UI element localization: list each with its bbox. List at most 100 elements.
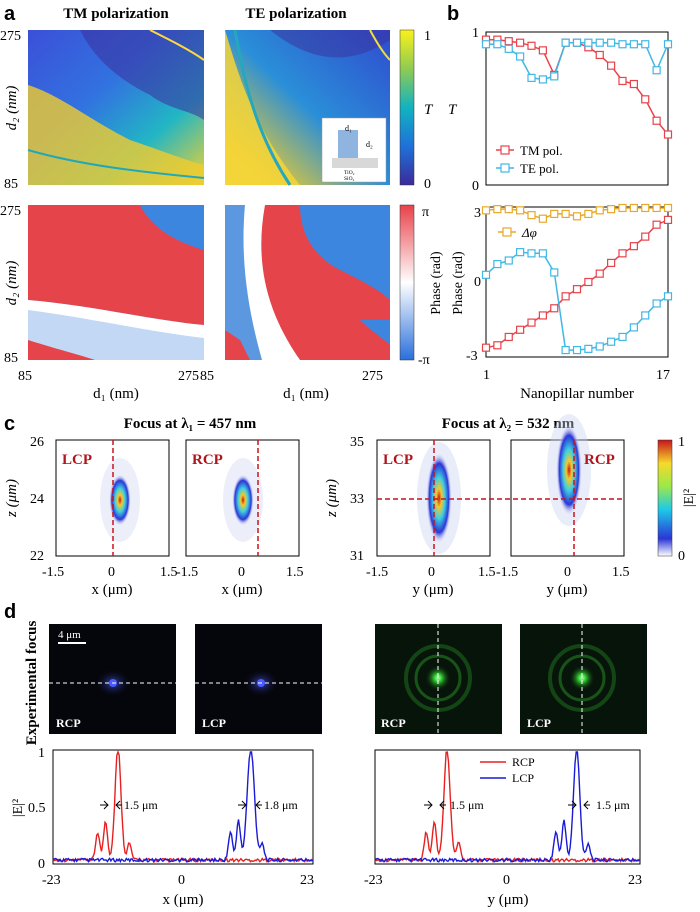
c-ytick-26: 26 xyxy=(30,435,44,450)
c2-xtick-b: 0 xyxy=(238,565,245,580)
point--3 xyxy=(504,205,513,214)
c-ylabel-right: z (μm) xyxy=(324,479,340,518)
b-bottom-ylabel: Phase (rad) xyxy=(451,251,466,315)
series-line-tmpol xyxy=(485,219,669,349)
inset-d2: d₂ xyxy=(366,140,373,149)
c-map3-label: LCP xyxy=(383,452,413,468)
point-tepol-3 xyxy=(504,44,513,53)
point-tmpol-14 xyxy=(629,79,638,89)
d-left-xtick-c: 23 xyxy=(300,873,314,888)
point-tepol-1 xyxy=(481,270,491,279)
te-phase-map xyxy=(225,205,390,360)
rcp-profile-line xyxy=(374,751,641,864)
point--14 xyxy=(629,203,638,213)
legend-dphi: Δφ xyxy=(521,225,537,240)
point--13 xyxy=(618,203,627,213)
point-tepol-8 xyxy=(561,345,570,355)
d-fwhm-right-2-text: 1.5 μm xyxy=(596,798,630,812)
d-left-xtick-a: -23 xyxy=(42,873,61,888)
d-image-lcp-green: LCP xyxy=(520,624,647,734)
a-ytick-bottom-275: 275 xyxy=(0,204,21,219)
d-left-xtick-b: 0 xyxy=(178,873,185,888)
transmission-colorbar xyxy=(399,29,415,186)
point-tepol-6 xyxy=(538,249,547,258)
point-tepol-10 xyxy=(584,38,593,47)
point-tmpol-8 xyxy=(561,292,570,301)
c-map-rcp-532: RCP xyxy=(510,414,625,557)
c-cbar-tick-0: 0 xyxy=(678,549,685,564)
point-tmpol-12 xyxy=(607,61,616,70)
point-tepol-12 xyxy=(607,337,616,346)
d-right-xlabel: y (μm) xyxy=(488,892,529,908)
d-side-label: Experimental focus xyxy=(24,621,40,746)
a-ytick-top-275: 275 xyxy=(0,29,21,44)
point-tepol-5 xyxy=(527,249,536,258)
panel-d-label: d xyxy=(4,601,16,623)
c-map2-label: RCP xyxy=(192,452,223,468)
a-xtick-left-85: 85 xyxy=(18,369,32,384)
b-xtick-1: 1 xyxy=(483,368,490,383)
c3-xtick-c: 1.5 xyxy=(478,565,496,580)
c-ytick-35: 35 xyxy=(350,435,364,450)
a-ytick-bottom-85: 85 xyxy=(4,351,18,366)
phase-colorbar xyxy=(399,204,415,361)
d-profile-left xyxy=(52,749,314,864)
c3-xtick-b: 0 xyxy=(428,565,435,580)
a-xtick-left-275: 275 xyxy=(178,369,199,384)
d-image-rcp-blue: 4 μm RCP xyxy=(49,624,176,734)
d-img3-label: RCP xyxy=(381,716,406,730)
point--2 xyxy=(493,205,502,214)
point--16 xyxy=(652,203,661,213)
a-xlabel-right: d₁ (nm) xyxy=(283,386,329,402)
point--11 xyxy=(595,206,604,215)
point--15 xyxy=(641,203,650,213)
tm-phase-map xyxy=(28,205,204,360)
point-tmpol-17 xyxy=(663,215,673,224)
point-tmpol-16 xyxy=(652,220,661,229)
point--1 xyxy=(481,206,491,215)
b-transmission-plot xyxy=(481,35,673,139)
c-cbar-tick-1: 1 xyxy=(678,435,685,450)
c-ytick-24: 24 xyxy=(30,492,44,507)
point--5 xyxy=(527,211,536,220)
c2-xlabel: x (μm) xyxy=(222,582,263,598)
c-ytick-31: 31 xyxy=(350,549,364,564)
panel-a-label: a xyxy=(4,3,16,25)
c-ylabel-left: z (μm) xyxy=(4,479,20,518)
point-tmpol-11 xyxy=(595,50,604,60)
inset-d1: d₁ xyxy=(345,124,352,133)
point-tmpol-15 xyxy=(641,232,650,241)
d-fwhm-right-1: 1.5 μm xyxy=(424,798,484,812)
d-profile-right xyxy=(374,751,641,864)
tm-polarization-title: TM polarization xyxy=(63,6,169,22)
c-map-lcp-457: LCP xyxy=(55,439,170,557)
panel-c-label: c xyxy=(4,413,15,435)
d-fwhm-left-2-text: 1.8 μm xyxy=(264,798,298,812)
point--7 xyxy=(550,209,559,219)
d-right-xtick-b: 0 xyxy=(503,873,510,888)
te-polarization-title: TE polarization xyxy=(245,6,347,22)
a-ylabel-bottom: d₂ (nm) xyxy=(4,261,20,306)
cbar-phase-label: Phase (rad) xyxy=(429,251,444,315)
d-scale-bar: 4 μm xyxy=(58,629,81,641)
cbar-t-label: T xyxy=(424,102,434,118)
point-tmpol-15 xyxy=(641,95,650,104)
series-line-tepol xyxy=(486,41,669,81)
a-ytick-top-85: 85 xyxy=(4,177,18,192)
point-tepol-11 xyxy=(595,342,604,351)
b-top-ytick-1: 1 xyxy=(472,26,479,41)
legend-tm: TM pol. xyxy=(520,143,563,158)
a-xlabel-left: d₁ (nm) xyxy=(93,386,139,402)
d-fwhm-left-1-text: 1.5 μm xyxy=(124,798,158,812)
d-ytick-0: 0 xyxy=(38,857,45,872)
point-tepol-3 xyxy=(504,256,513,265)
c-cbar-label: |E|² xyxy=(682,489,697,507)
c-ytick-22: 22 xyxy=(30,549,44,564)
d-ytick-05: 0.5 xyxy=(28,801,46,816)
c4-xlabel: y (μm) xyxy=(547,582,588,598)
point--4 xyxy=(516,206,525,215)
d-image-lcp-blue: LCP xyxy=(195,624,322,734)
d-img4-label: LCP xyxy=(527,716,551,730)
point-tepol-7 xyxy=(550,72,559,81)
